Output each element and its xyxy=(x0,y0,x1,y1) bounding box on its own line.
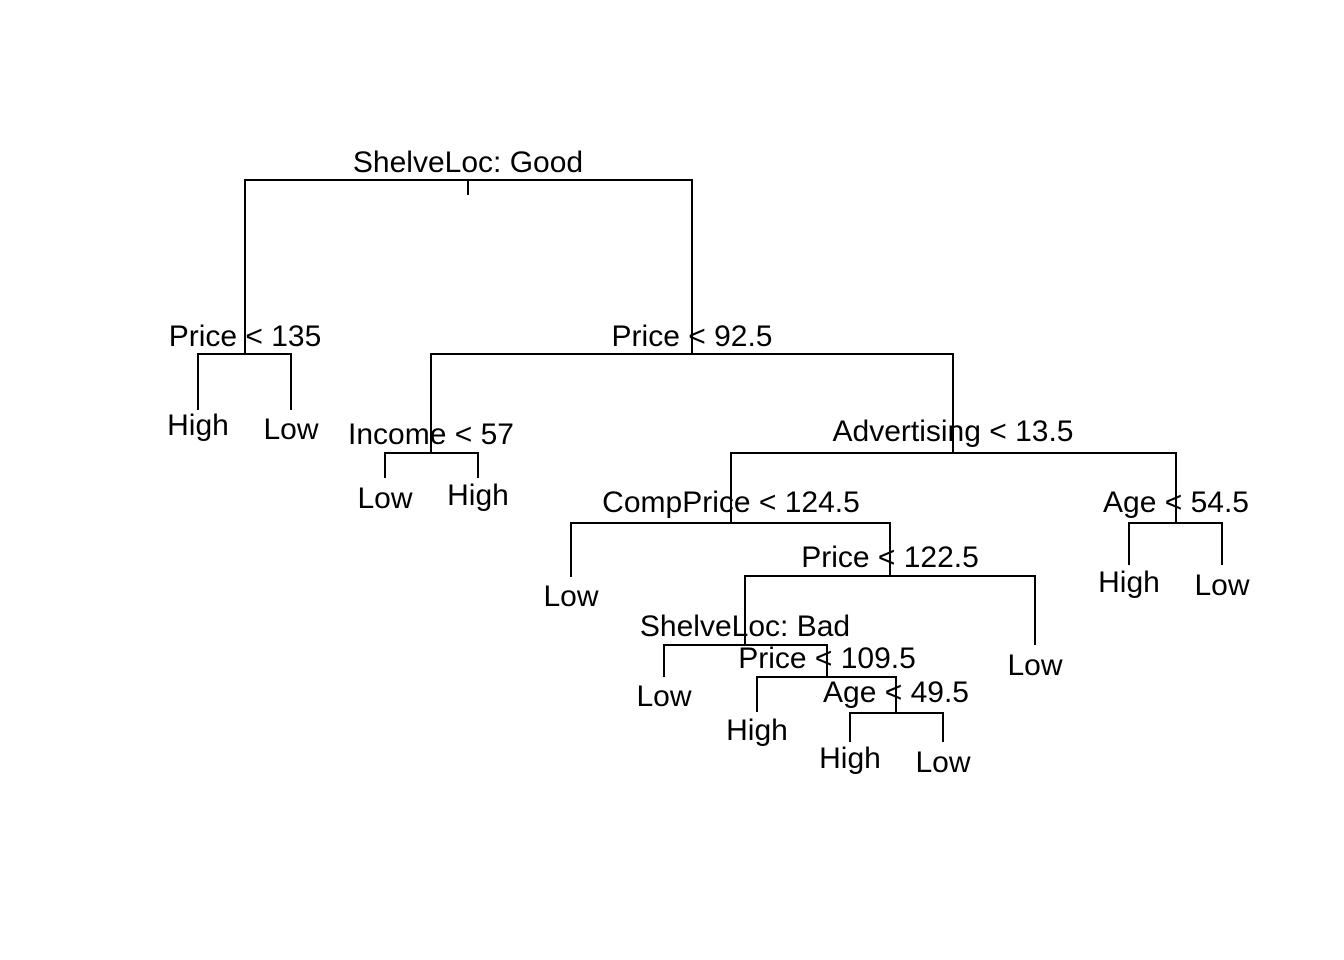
edge-advertising-split xyxy=(730,452,1177,523)
leaf-label-high: High xyxy=(167,409,229,442)
leaf-label-low: Low xyxy=(1194,569,1249,602)
edge-price-92-split xyxy=(430,353,954,452)
edge-compprice-split xyxy=(570,522,891,577)
edge-age-49-split xyxy=(849,712,944,742)
split-labels: ShelveLoc: Good Price < 135 Price < 92.5… xyxy=(169,146,1249,709)
split-label-shelveloc-bad: ShelveLoc: Bad xyxy=(640,610,850,643)
split-label-age-54-5: Age < 54.5 xyxy=(1103,486,1249,519)
split-label-price-122-5: Price < 122.5 xyxy=(801,541,979,574)
split-label-income-57: Income < 57 xyxy=(348,418,514,451)
leaf-label-low: Low xyxy=(1007,649,1062,682)
edge-shelveloc-bad-split xyxy=(663,644,828,677)
edge-root-split xyxy=(244,179,693,354)
split-label-advertising-13-5: Advertising < 13.5 xyxy=(833,415,1074,448)
edge-age-54-split xyxy=(1128,522,1223,565)
leaf-label-high: High xyxy=(819,742,881,775)
leaf-labels: High Low Low High Low High Low Low Low H… xyxy=(167,409,1250,779)
split-label-price-109-5: Price < 109.5 xyxy=(738,642,916,675)
split-label-shelveloc-good: ShelveLoc: Good xyxy=(353,146,583,179)
tree-edges xyxy=(197,179,1223,742)
edge-price-109-split xyxy=(756,676,897,713)
leaf-label-high: High xyxy=(447,479,509,512)
leaf-label-low: Low xyxy=(543,580,598,613)
leaf-label-low: Low xyxy=(636,680,691,713)
leaf-label-low: Low xyxy=(263,413,318,446)
leaf-label-low: Low xyxy=(357,482,412,515)
edge-income-57-split xyxy=(384,452,479,478)
edge-price-122-split xyxy=(744,575,1036,645)
split-label-price-92-5: Price < 92.5 xyxy=(612,320,773,353)
split-label-age-49-5: Age < 49.5 xyxy=(823,676,969,709)
leaf-label-high: High xyxy=(726,714,788,747)
leaf-label-low: Low xyxy=(915,746,970,779)
split-label-price-135: Price < 135 xyxy=(169,320,322,353)
edge-price-135-split xyxy=(197,353,292,410)
leaf-label-high: High xyxy=(1098,566,1160,599)
split-label-compprice-124-5: CompPrice < 124.5 xyxy=(602,486,860,519)
